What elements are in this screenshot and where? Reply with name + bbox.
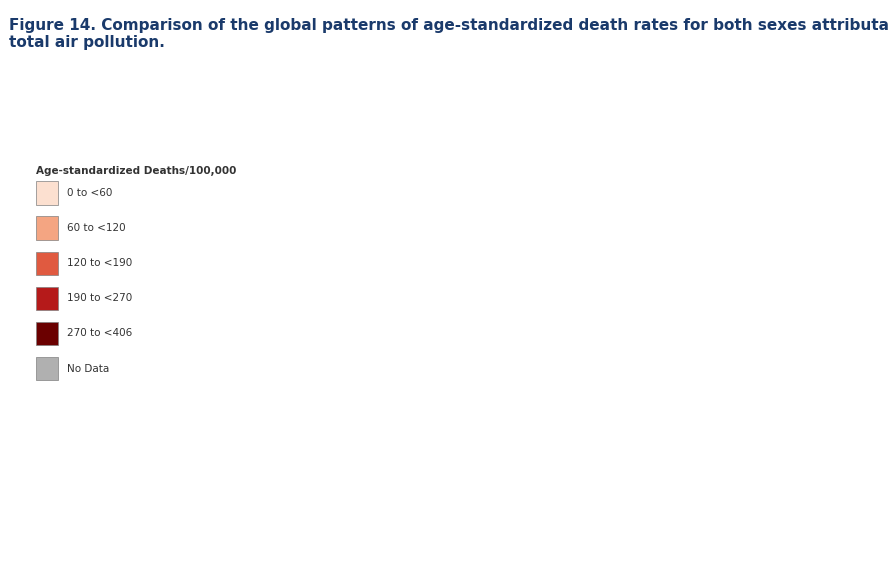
Text: 0 to <60: 0 to <60 xyxy=(67,188,112,198)
Bar xyxy=(36,287,58,310)
Text: 60 to <120: 60 to <120 xyxy=(67,223,125,233)
Bar xyxy=(36,322,58,345)
Text: 120 to <190: 120 to <190 xyxy=(67,258,132,269)
Text: Age-standardized Deaths/100,000: Age-standardized Deaths/100,000 xyxy=(36,166,236,176)
Text: No Data: No Data xyxy=(67,363,109,374)
Bar xyxy=(36,252,58,275)
Text: 190 to <270: 190 to <270 xyxy=(67,293,132,304)
Text: Figure 14. Comparison of the global patterns of age-standardized death rates for: Figure 14. Comparison of the global patt… xyxy=(9,18,890,50)
Text: 270 to <406: 270 to <406 xyxy=(67,328,132,339)
Bar xyxy=(36,181,58,205)
Bar xyxy=(36,357,58,380)
Bar xyxy=(36,216,58,240)
